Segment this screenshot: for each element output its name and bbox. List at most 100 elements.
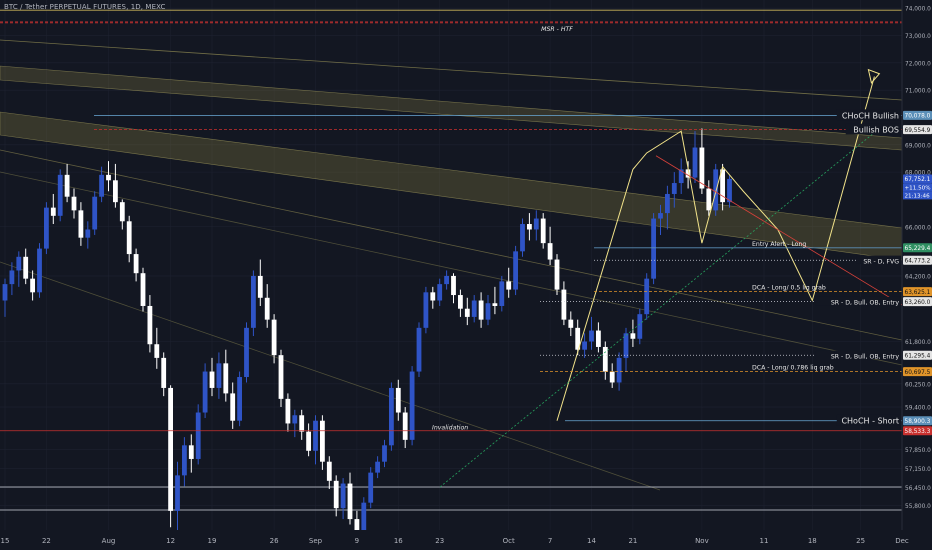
candle-body bbox=[575, 327, 581, 350]
bearish-trendline bbox=[655, 155, 903, 306]
price-badge bbox=[903, 243, 932, 253]
price-tick-label: 57,850.0 bbox=[905, 448, 931, 454]
price-badge-label: 64,773.2 bbox=[905, 259, 931, 265]
candle-body bbox=[306, 431, 311, 451]
candle-body bbox=[540, 218, 546, 244]
price-badge-sub-label: 21:13:46 bbox=[905, 193, 931, 199]
x-tick-label: 22 bbox=[42, 537, 51, 545]
price-tick-label: 60,250.0 bbox=[905, 382, 931, 388]
candle-body bbox=[547, 243, 553, 260]
candle-body bbox=[596, 330, 601, 347]
candle-body bbox=[44, 207, 49, 249]
candle-body bbox=[685, 169, 691, 178]
candle-body bbox=[285, 398, 291, 424]
projection-path bbox=[556, 76, 875, 421]
price-badge-label: 63,260.0 bbox=[905, 300, 931, 306]
level-label-background bbox=[815, 296, 901, 306]
price-badge bbox=[903, 287, 932, 297]
x-tick-label: 23 bbox=[435, 537, 444, 545]
price-axis: 74,000.0 73,000.0 72,000.0 71,000.0 69,000.0… bbox=[905, 7, 931, 510]
level-label: Entry Alert - Long bbox=[752, 241, 806, 248]
level-label: DCA - Long/ 0.5 liq grab bbox=[752, 285, 826, 292]
price-tick-label: 55,800.0 bbox=[905, 504, 931, 510]
x-tick-label: 26 bbox=[270, 537, 279, 545]
x-tick-label: Sep bbox=[309, 537, 323, 545]
candle-body bbox=[464, 308, 470, 317]
level-label: DCA - Long/ 0.786 liq grab bbox=[752, 365, 834, 372]
candle-body bbox=[99, 174, 104, 197]
price-badge-sub-label: +11.50% bbox=[905, 185, 931, 191]
candle-body bbox=[347, 483, 353, 520]
x-tick-label: 25 bbox=[856, 537, 865, 545]
candle-body bbox=[333, 480, 339, 509]
candle-body bbox=[602, 346, 608, 372]
price-tick-label: 59,400.0 bbox=[905, 406, 931, 412]
candle-body bbox=[264, 297, 270, 320]
price-tick-label: 56,450.0 bbox=[905, 486, 931, 492]
price-badge-label: 60,697.5 bbox=[905, 370, 931, 376]
price-badge-label: 61,295.4 bbox=[905, 354, 931, 360]
candle-body bbox=[126, 221, 132, 255]
candle-body bbox=[9, 270, 15, 285]
x-tick-label: Aug bbox=[102, 537, 116, 545]
candle-body bbox=[147, 305, 153, 345]
candle-body bbox=[299, 415, 305, 432]
price-badge bbox=[903, 174, 932, 184]
candle-body bbox=[513, 251, 518, 290]
candle-body bbox=[223, 363, 229, 394]
candle-body bbox=[237, 377, 242, 421]
candle-body bbox=[444, 275, 449, 285]
candle-body bbox=[50, 207, 56, 216]
candle-body bbox=[230, 393, 236, 421]
candle-body bbox=[30, 278, 35, 293]
candle-body bbox=[320, 420, 325, 462]
candle-body bbox=[313, 420, 318, 451]
candle-body bbox=[630, 333, 636, 339]
price-badge bbox=[903, 125, 932, 135]
price-badge-label: 67,752.1 bbox=[905, 177, 931, 183]
candle-body bbox=[416, 327, 422, 372]
candle-body bbox=[561, 289, 567, 320]
x-tick-label: 21 bbox=[628, 537, 637, 545]
candle-body bbox=[161, 357, 167, 388]
candle-body bbox=[382, 445, 387, 462]
level-label-background bbox=[856, 255, 901, 264]
candle-body bbox=[651, 218, 656, 279]
candle-body bbox=[458, 295, 463, 309]
price-tick-label: 61,800.0 bbox=[905, 340, 931, 346]
price-badge bbox=[903, 426, 932, 436]
candle-body bbox=[692, 147, 698, 178]
price-tick-label: 73,000.0 bbox=[905, 34, 931, 40]
candle-body bbox=[16, 256, 22, 271]
candle-body bbox=[354, 519, 360, 533]
price-badge-label: 58,900.3 bbox=[905, 419, 931, 425]
candle-body bbox=[375, 461, 380, 473]
candle-body bbox=[168, 387, 173, 511]
candle-body bbox=[554, 259, 560, 290]
price-badge-sub-background bbox=[903, 191, 932, 200]
candle-body bbox=[23, 256, 29, 279]
price-badge-label: 58,533.3 bbox=[905, 429, 931, 435]
price-badge-label: 69,554.9 bbox=[905, 128, 931, 134]
price-badge-sub-background bbox=[903, 183, 932, 192]
candle-body bbox=[451, 275, 456, 296]
price-tick-label: 72,000.0 bbox=[905, 61, 931, 67]
level-label: Invalidation bbox=[432, 424, 468, 432]
candle-body bbox=[644, 278, 650, 315]
price-tick-label: 74,000.0 bbox=[905, 7, 931, 13]
candle-body bbox=[471, 300, 477, 317]
candle-body bbox=[437, 284, 443, 301]
candle-body bbox=[154, 344, 160, 358]
price-badge bbox=[903, 367, 932, 377]
time-axis-background[interactable] bbox=[0, 530, 932, 550]
candle-body bbox=[78, 210, 84, 238]
price-axis-background[interactable] bbox=[902, 0, 932, 550]
candle-body bbox=[292, 415, 298, 424]
candle-body bbox=[37, 248, 42, 293]
candle-body bbox=[2, 284, 8, 301]
candle-body bbox=[202, 371, 208, 413]
candle-body bbox=[64, 174, 70, 197]
candle-body bbox=[326, 461, 332, 481]
price-badge-label: 65,229.4 bbox=[905, 246, 931, 252]
